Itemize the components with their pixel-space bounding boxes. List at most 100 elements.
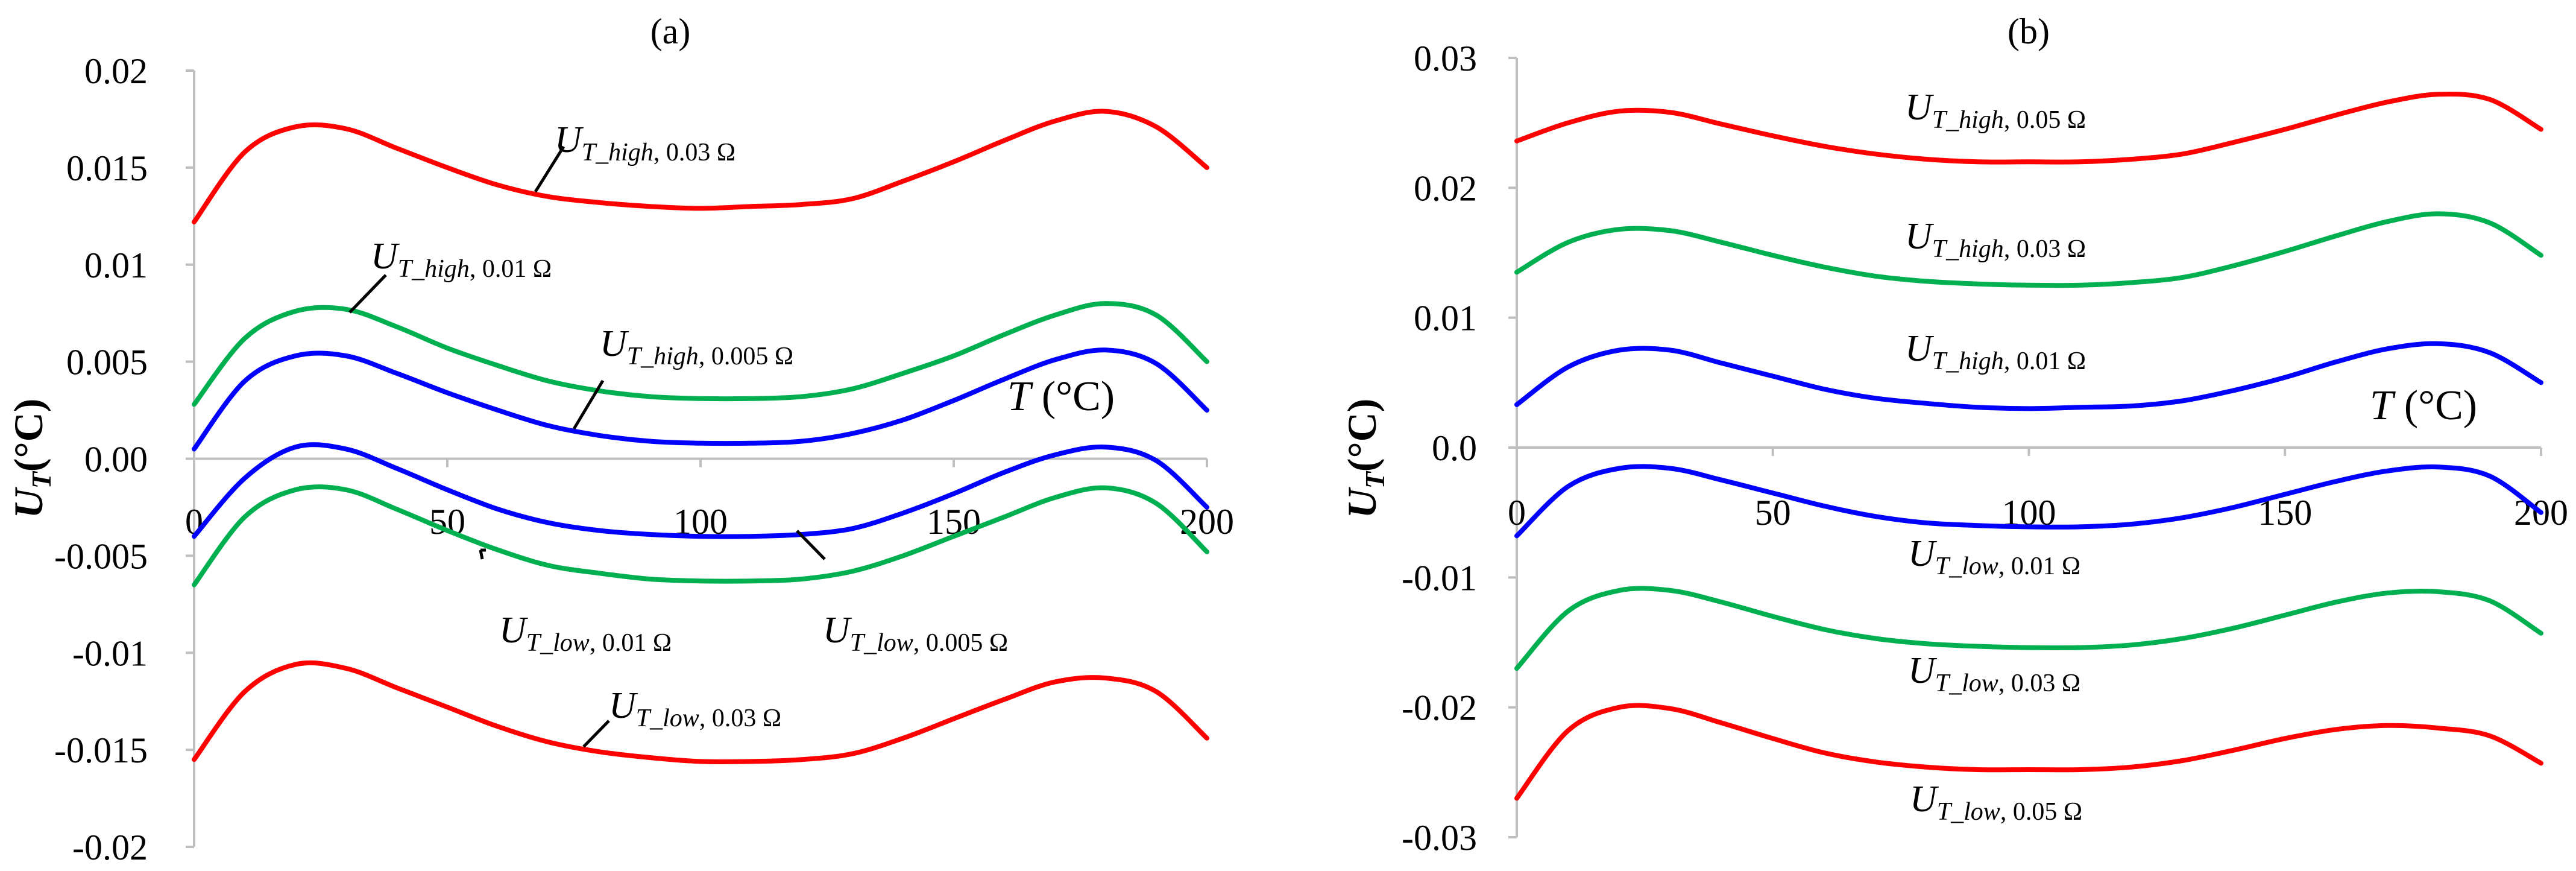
ann-sub-var: T_high xyxy=(1932,347,2004,375)
chart-b-y-axis-label-unit: (°C) xyxy=(1339,399,1385,472)
ann-sub-var: T_high xyxy=(398,255,470,283)
chart-a-x-axis-label: T (°C) xyxy=(1007,373,1115,420)
ann-sub-val: , 0.01 Ω xyxy=(470,255,552,283)
chart-b-y-tick-label: -0.01 xyxy=(1402,558,1477,598)
ann-sub-val: , 0.005 Ω xyxy=(913,629,1008,657)
chart-a-annotation-5: UT_low, 0.005 Ω xyxy=(823,610,1008,657)
ann-sub-val: , 0.005 Ω xyxy=(699,343,793,370)
chart-a-title: (a) xyxy=(650,11,691,51)
chart-b-x-axis-label: T (°C) xyxy=(2370,382,2477,429)
chart-a-y-tick-label: 0.00 xyxy=(84,440,148,480)
chart-b-x-axis-label-unit: (°C) xyxy=(2404,382,2477,429)
chart-b-x-axis-label-var: T xyxy=(2370,382,2396,429)
chart-a-y-axis-label-sub: T xyxy=(26,470,57,489)
chart-b-y-tick-label: 0.03 xyxy=(1414,39,1477,78)
chart-a-y-tick-label: 0.02 xyxy=(84,51,148,91)
ann-main: U xyxy=(1905,216,1935,257)
chart-b-x-tick-label: 50 xyxy=(1755,493,1791,533)
chart-b-y-axis-label-var: U xyxy=(1339,486,1385,518)
chart-a-x-axis-label-unit: (°C) xyxy=(1042,373,1115,420)
ann-sub-var: T_high xyxy=(1932,106,2004,134)
chart-b-series xyxy=(1514,91,2543,801)
chart-b-series-line-1 xyxy=(1514,91,2543,165)
ann-main: U xyxy=(1905,328,1935,369)
ann-sub-val: , 0.01 Ω xyxy=(2004,347,2086,375)
ann-main: U xyxy=(1908,650,1938,691)
chart-a-y-tick-label: 0.01 xyxy=(84,245,148,285)
ann-sub-val: , 0.03 Ω xyxy=(2004,235,2086,263)
chart-b-annotation-2: UT_high, 0.03 Ω xyxy=(1905,216,2086,263)
chart-b-x-tick-label: 0 xyxy=(1508,493,1526,533)
ann-sub-val: , 0.05 Ω xyxy=(2004,106,2086,134)
ann-main: U xyxy=(1910,779,1939,820)
chart-a-y-axis-label-var: U xyxy=(5,486,51,518)
ann-sub-var: T_high xyxy=(582,139,653,166)
chart-b-annotation-1: UT_high, 0.05 Ω xyxy=(1905,87,2086,134)
chart-a-leader-1 xyxy=(534,145,565,193)
chart-a-leader-2 xyxy=(348,274,387,314)
ann-main: U xyxy=(499,610,529,651)
ann-sub-var: T_low xyxy=(1937,798,2000,826)
chart-a-series-line-3 xyxy=(192,347,1209,452)
chart-a-y-tick-label: -0.01 xyxy=(72,633,148,673)
ann-main: U xyxy=(823,610,852,651)
chart-b-annotation-5: UT_low, 0.03 Ω xyxy=(1908,650,2080,697)
chart-a-y-tick-label: -0.005 xyxy=(54,536,148,576)
ann-sub-var: T_high xyxy=(1932,235,2004,263)
ann-sub-var: T_high xyxy=(627,343,699,370)
chart-b-y-tick-label: 0.01 xyxy=(1414,299,1477,338)
chart-a-y-tick-label: 0.015 xyxy=(66,148,148,188)
ann-sub-var: T_low xyxy=(526,629,590,657)
chart-b-series-line-2 xyxy=(1514,211,2543,288)
chart-b-series-line-4 xyxy=(1514,464,2543,539)
chart-b-y-tick-label: -0.02 xyxy=(1402,688,1477,728)
ann-sub-val: , 0.03 Ω xyxy=(699,705,781,732)
chart-a-annotation-4: UT_low, 0.01 Ω xyxy=(499,610,672,657)
chart-b-y-tick-label: 0.02 xyxy=(1414,168,1477,208)
ann-sub-var: T_low xyxy=(1935,670,1998,697)
chart-a-y-axis-label: UT(°C) xyxy=(5,399,57,519)
chart-a-annotation-6: UT_low, 0.03 Ω xyxy=(609,685,781,732)
ann-sub-var: T_low xyxy=(636,705,699,732)
chart-b-annotation-6: UT_low, 0.05 Ω xyxy=(1910,779,2082,826)
chart-a-annotation-1: UT_high, 0.03 Ω xyxy=(555,119,735,166)
chart-b-y-axis-label-sub: T xyxy=(1359,470,1390,489)
chart-b-title: (b) xyxy=(2008,11,2050,51)
chart-a-series-line-2 xyxy=(192,301,1209,407)
chart-a-y-tick-label: -0.015 xyxy=(54,730,148,770)
chart-b: (b) UT(°C) 0.030.020.010.0-0.01-0.02-0.0… xyxy=(1339,11,2568,858)
chart-a-leader-6 xyxy=(582,720,610,748)
chart-a-series-line-4 xyxy=(192,442,1209,539)
ann-sub-var: T_low xyxy=(850,629,913,657)
chart-a-y-tick-label: -0.02 xyxy=(72,828,148,867)
chart-a-series xyxy=(192,109,1209,765)
ann-sub-val: , 0.03 Ω xyxy=(653,139,735,166)
ann-main: U xyxy=(1905,87,1935,128)
chart-a-series-line-1 xyxy=(192,109,1209,224)
chart-b-series-line-5 xyxy=(1514,586,2543,671)
chart-a-series-line-6 xyxy=(192,660,1209,765)
chart-b-annotation-4: UT_low, 0.01 Ω xyxy=(1908,533,2080,580)
ann-main: U xyxy=(555,119,584,160)
chart-b-y-tick-label: 0.0 xyxy=(1432,428,1477,468)
ann-sub-val: , 0.01 Ω xyxy=(1998,553,2080,580)
chart-b-annotation-3: UT_high, 0.01 Ω xyxy=(1905,328,2086,375)
chart-a: (a) UT(°C) 0.020.0150.010.0050.00-0.005-… xyxy=(5,11,1234,867)
ann-main: U xyxy=(371,236,400,277)
chart-b-series-line-3 xyxy=(1514,341,2543,411)
chart-a-annotation-3: UT_high, 0.005 Ω xyxy=(600,323,793,370)
chart-a-x-axis-label-var: T xyxy=(1007,373,1034,420)
ann-main: U xyxy=(609,685,638,726)
chart-b-series-line-6 xyxy=(1514,703,2543,801)
chart-b-y-axis-label: UT(°C) xyxy=(1339,399,1390,519)
chart-a-leader-5 xyxy=(796,530,826,560)
ann-sub-val: , 0.03 Ω xyxy=(1998,670,2080,697)
chart-a-y-axis-label-unit: (°C) xyxy=(5,399,51,472)
chart-a-annotation-2: UT_high, 0.01 Ω xyxy=(371,236,552,283)
ann-sub-val: , 0.05 Ω xyxy=(2000,798,2082,826)
chart-b-y-tick-label: -0.03 xyxy=(1402,818,1477,858)
chart-a-series-line-5 xyxy=(192,484,1209,588)
chart-a-ticks: 0.02 0.015 0.01 0.005 0.00 -0.005 -0.01 -0.015 -… xyxy=(54,51,1234,867)
chart-a-y-tick-label: 0.005 xyxy=(66,343,148,382)
